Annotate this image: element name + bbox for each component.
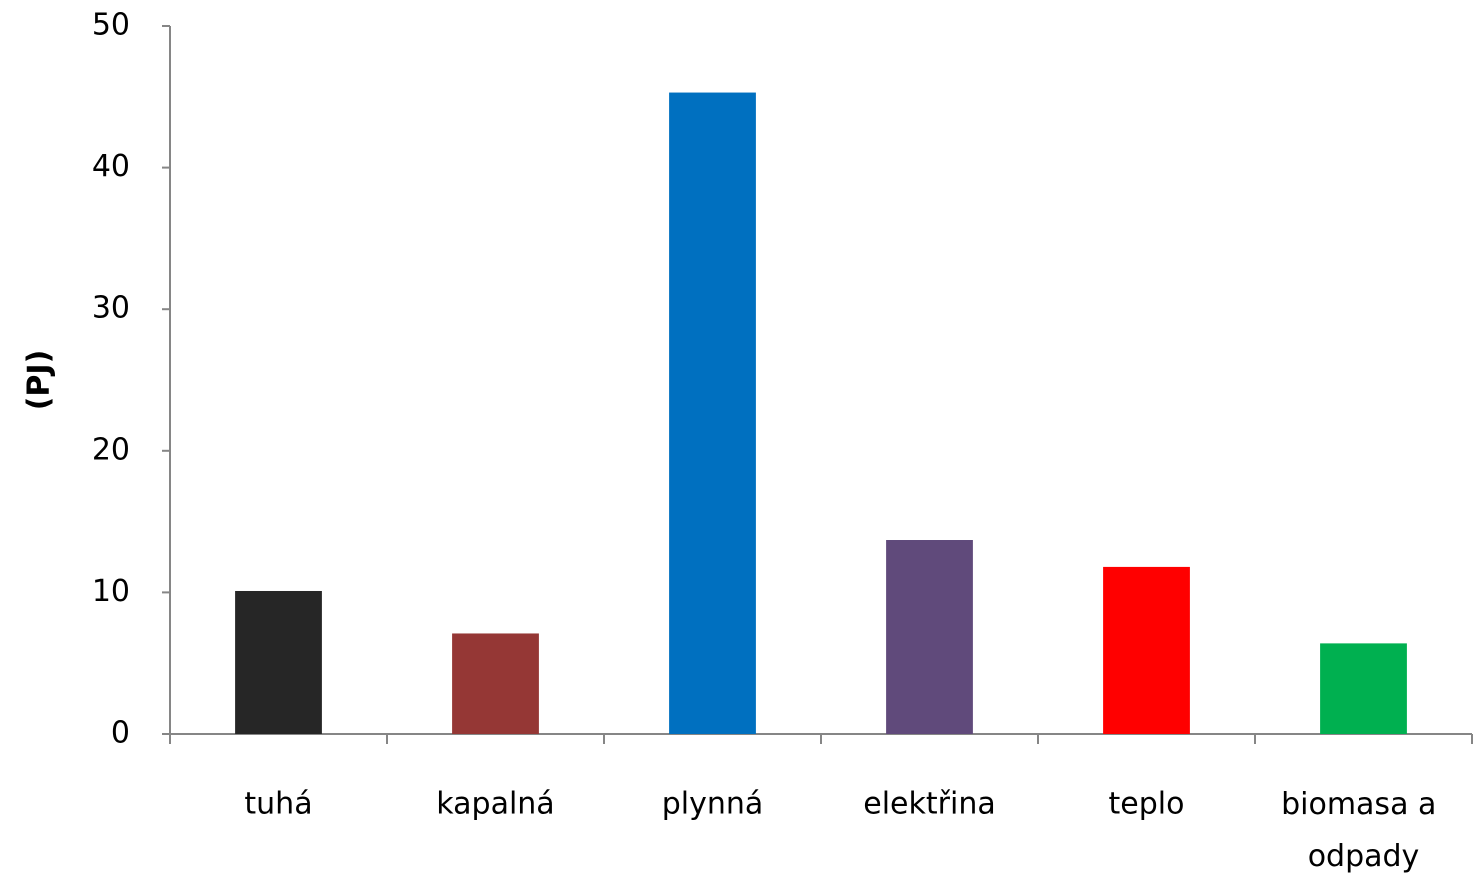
bar [1320,643,1407,734]
y-tick-label: 20 [92,432,130,467]
y-axis-label: (PJ) [22,350,57,411]
bar [669,92,756,734]
x-tick-label: tuhá [244,787,312,822]
x-tick-label: elektřina [863,787,995,822]
x-tick-label: biomasa a odpady [1281,787,1446,874]
bar [1103,566,1190,734]
bar [235,590,322,734]
y-tick-label: 0 [111,716,130,751]
y-tick-label: 50 [92,8,130,43]
bar [886,540,973,734]
bar [452,633,539,734]
y-tick-label: 40 [92,149,130,184]
x-tick-label: teplo [1109,787,1185,822]
y-tick-label: 10 [92,574,130,609]
y-tick-label: 30 [92,291,130,326]
x-tick-label: kapalná [436,787,554,822]
x-tick-label: plynná [662,787,764,822]
